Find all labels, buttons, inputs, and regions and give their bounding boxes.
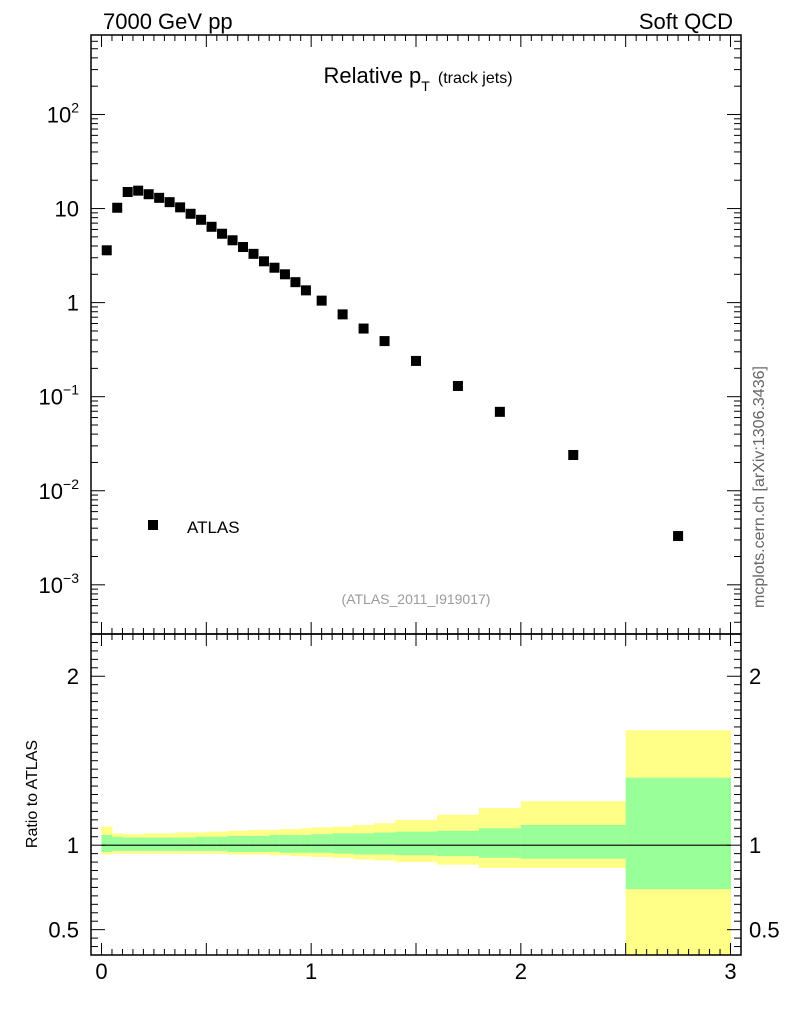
inner-band-bin: [625, 777, 732, 890]
inner-band-bin: [353, 833, 375, 855]
inner-band-bin: [436, 830, 480, 857]
header-left: 7000 GeV pp: [103, 9, 233, 34]
data-point: [269, 262, 280, 273]
data-point: [143, 189, 154, 200]
inner-band-bin: [185, 837, 197, 852]
inner-band-bin: [237, 835, 249, 852]
data-point: [227, 235, 238, 246]
data-point: [164, 197, 175, 208]
data-point: [238, 242, 249, 253]
inner-band-bin: [195, 836, 207, 852]
x-tick-label: 2: [515, 959, 527, 984]
ratio-y-tick-label-right: 1: [749, 833, 761, 858]
header-right: Soft QCD: [639, 9, 733, 34]
x-tick-label: 0: [95, 959, 107, 984]
inner-band-bin: [290, 835, 302, 853]
x-tick-label: 1: [305, 959, 317, 984]
inner-band-bin: [122, 837, 134, 852]
inner-band-bin: [206, 836, 218, 852]
inner-band-bin: [478, 828, 522, 858]
inner-band-bin: [311, 834, 333, 853]
ratio-plot-panel: 0 1 2 3 0.5 0.5 1 1 2 2: [48, 633, 780, 984]
inner-band-bin: [279, 835, 291, 853]
x-tick-label: 3: [724, 959, 736, 984]
inner-band-bin: [248, 835, 260, 852]
ratio-y-tick-label-left: 2: [67, 664, 79, 689]
inner-band-bin: [332, 833, 354, 854]
plot-title: Relative pT (track jets): [323, 63, 512, 94]
data-point: [316, 295, 327, 306]
inner-band-bin: [111, 836, 123, 852]
data-point: [494, 406, 505, 417]
y-tick-label: 10: [55, 197, 79, 222]
inner-band-bin: [395, 831, 438, 856]
main-frame: [90, 34, 742, 635]
y-tick-label: 10−2: [39, 476, 80, 504]
side-label: mcplots.cern.ch [arXiv:1306.3436]: [751, 366, 768, 608]
data-point: [673, 531, 684, 542]
inner-band-bin: [101, 835, 113, 852]
data-point: [411, 355, 421, 366]
legend-label: ATLAS: [187, 518, 240, 537]
data-point: [379, 336, 390, 347]
inner-band-bin: [227, 835, 239, 852]
ratio-ylabel: Ratio to ATLAS: [24, 740, 41, 848]
ratio-y-tick-label-right: 2: [749, 664, 761, 689]
data-point: [196, 214, 207, 225]
legend-marker: [148, 520, 158, 530]
data-point: [217, 228, 228, 239]
ratio-y-tick-label-left: 1: [67, 833, 79, 858]
data-point: [290, 277, 301, 288]
inner-band-bin: [153, 837, 165, 852]
data-point: [358, 323, 369, 334]
inner-band-bin: [174, 837, 186, 852]
data-point: [568, 449, 579, 460]
data-point: [206, 221, 217, 232]
data-point: [112, 202, 123, 213]
inner-band-bin: [164, 837, 176, 852]
inner-band-bin: [143, 837, 155, 852]
data-point: [154, 192, 165, 203]
inner-band-bin: [520, 824, 627, 859]
data-point: [279, 269, 290, 280]
data-point: [452, 380, 463, 391]
data-point: [101, 245, 112, 256]
inner-band-bin: [132, 837, 144, 852]
main-plot-panel: Relative pT (track jets) (ATLAS_2011_I919…: [39, 34, 742, 635]
inner-band-bin: [374, 832, 396, 855]
data-point: [175, 202, 186, 213]
inner-band-bin: [258, 835, 270, 852]
analysis-reference: (ATLAS_2011_I919017): [342, 591, 491, 607]
ratio-y-tick-label-right: 0.5: [749, 918, 780, 943]
y-tick-label: 10−3: [39, 570, 80, 598]
data-point: [248, 248, 259, 259]
ratio-y-tick-label-left: 0.5: [48, 918, 79, 943]
data-point: [133, 185, 144, 196]
y-tick-label: 1: [67, 291, 79, 316]
inner-band-bin: [216, 836, 228, 852]
data-point: [337, 309, 348, 320]
y-tick-label: 102: [47, 99, 79, 127]
data-point: [185, 208, 196, 219]
inner-band-bin: [269, 835, 281, 852]
data-point: [300, 285, 311, 296]
legend: ATLAS: [148, 518, 240, 537]
y-tick-label: 10−1: [39, 382, 80, 410]
data-point: [258, 256, 269, 267]
data-point: [122, 186, 133, 197]
inner-band-bin: [300, 835, 312, 853]
